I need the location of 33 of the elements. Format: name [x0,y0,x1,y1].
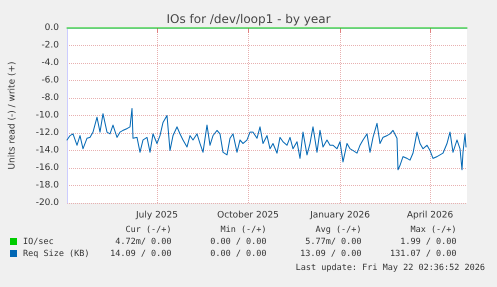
y-tick-label: -20.0 [36,198,60,208]
text: 4.72m/ 0.00 [114,236,172,248]
y-tick-label: -16.0 [36,163,60,173]
x-tick-label: January 2026 [309,210,370,220]
y-tick-label: 0.0 [44,23,60,33]
text: 131.07 / 0.00 [389,248,457,260]
y-axis-title: Units read (-) / write (+) [8,61,18,170]
text: 13.09 / 0.00 [299,248,362,260]
y-tick-label: -2.0 [41,40,60,50]
chart-title: IOs for /dev/loop1 - by year [166,12,331,26]
text: Last update: Fri May 22 02:36:52 2026 [296,263,485,273]
x-tick-label: October 2025 [217,210,279,220]
text: Max (-/+) [409,224,457,236]
text: 14.09 / 0.00 [109,248,172,260]
text: Cur (-/+) [124,224,172,236]
y-tick-label: -8.0 [41,93,60,103]
text: Avg (-/+) [314,224,362,236]
legend-label: IO/sec [22,236,55,248]
y-tick-label: -6.0 [41,76,60,86]
y-tick-label: -10.0 [36,110,60,120]
x-tick-label: July 2025 [135,210,178,220]
text: 5.77m/ 0.00 [304,236,362,248]
y-tick-label: -4.0 [41,58,60,68]
line-series [66,108,466,170]
y-tick-label: -18.0 [36,180,60,190]
text: 1.99 / 0.00 [399,236,457,248]
x-tick-label: April 2026 [406,210,454,220]
text: 0.00 / 0.00 [209,236,267,248]
y-tick-label: -14.0 [36,146,60,156]
text: 0.00 / 0.00 [209,248,267,260]
legend-label: Req Size (KB) [22,248,91,260]
text: Min (-/+) [219,224,267,236]
y-tick-label: -12.0 [36,128,60,138]
